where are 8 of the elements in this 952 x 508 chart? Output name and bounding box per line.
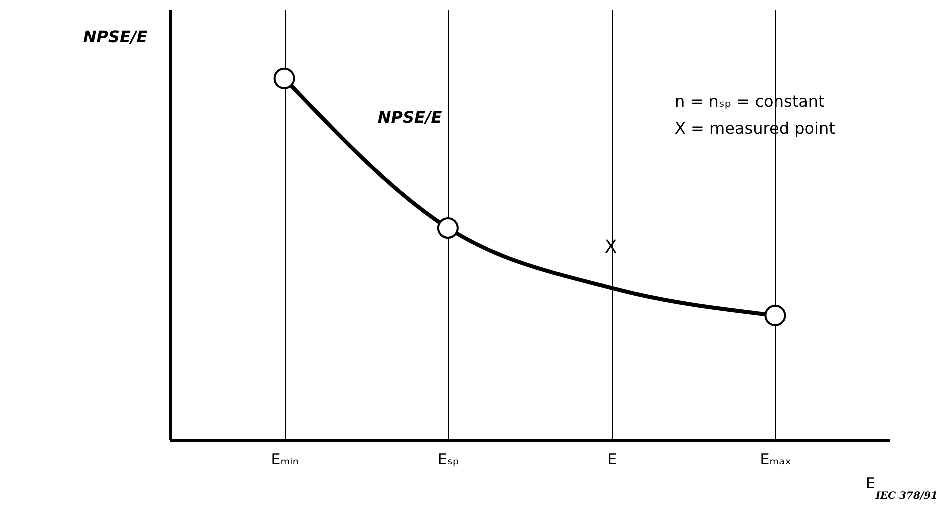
x-tick-label: Eₘₐₓ: [760, 450, 792, 468]
x-tick-label: Eₛₚ: [438, 450, 460, 468]
text: NPSE/E: [378, 108, 442, 127]
text: IEC 378/91: [874, 491, 938, 502]
x-tick-label: E: [608, 450, 618, 468]
x-tick-label: Eₘᵢₙ: [271, 450, 299, 468]
x-axis-title: E: [866, 474, 876, 492]
y-axis-title: NPSE/E: [83, 28, 148, 46]
